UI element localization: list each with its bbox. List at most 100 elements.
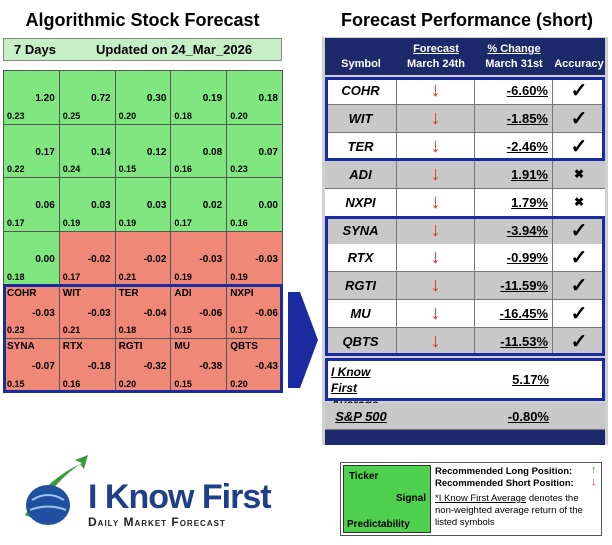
- row-accuracy: ✖: [573, 167, 585, 182]
- frame-1: [325, 77, 605, 161]
- row-change: 1.91%: [475, 160, 553, 188]
- grid-cell: 0.02 0.17: [170, 177, 228, 232]
- cell-signal: -0.32: [143, 361, 167, 373]
- cell-signal: -0.02: [143, 254, 167, 265]
- row-symbol: MU: [325, 300, 397, 328]
- average-change: 5.17%: [512, 372, 549, 387]
- logo-tagline: Daily Market Forecast: [88, 515, 226, 529]
- average-row: I Know First Average 5.17%: [325, 358, 605, 411]
- grid-cell: 0.12 0.15: [114, 123, 172, 179]
- logo-brand: I Know First: [88, 478, 272, 516]
- cell-predictability: 0.15: [174, 378, 192, 389]
- cell-signal: -0.07: [32, 361, 55, 373]
- grid-cell: NXPI -0.06 0.17: [226, 284, 283, 340]
- cell-predictability: 0.17: [7, 217, 25, 228]
- row-forecast-arrow: ↓: [397, 328, 475, 356]
- h-symbol: Symbol: [341, 58, 381, 70]
- row-symbol: TER: [325, 132, 397, 160]
- cell-predictability: 0.19: [62, 217, 81, 228]
- cell-signal: -0.06: [255, 307, 278, 319]
- cell-signal: 0.03: [146, 200, 167, 212]
- frame-3: [325, 358, 605, 401]
- cell-predictability: 0.21: [62, 325, 81, 336]
- row-symbol: ADI: [325, 160, 397, 188]
- legend-long: Recommended Long Position:: [435, 466, 573, 477]
- row-change: -2.46%: [475, 132, 553, 160]
- grid-cell: 0.19 0.18: [170, 70, 228, 125]
- cell-ticker: SYNA: [7, 341, 35, 353]
- table-row: ADI ↓ 1.91% ✖: [325, 160, 605, 189]
- row-forecast-arrow: ↓: [397, 188, 475, 216]
- cell-signal: 0.06: [35, 200, 55, 212]
- cell-signal: 0.07: [258, 146, 278, 158]
- cell-predictability: 0.19: [230, 271, 248, 282]
- row-change: -3.94%: [475, 216, 553, 244]
- updated: Updated on 24_Mar_2026: [96, 42, 253, 57]
- grid-cell: MU -0.38 0.15: [170, 338, 228, 393]
- cell-signal: 1.20: [35, 93, 55, 104]
- table-row: MU ↓ -16.45% ✓: [325, 300, 605, 329]
- grid-cell: 0.00 0.18: [3, 231, 60, 286]
- forecast-grid: 1.20 0.23 0.72 0.25 0.30 0.20 0.19 0.18 0.18 0.20…: [3, 70, 283, 393]
- cell-ticker: RGTI: [118, 341, 143, 353]
- legend-note-text: denotes the non-weighted average return …: [435, 493, 583, 528]
- left-header: 7 Days Updated on 24_Mar_2026: [3, 38, 282, 61]
- table-row: SYNA ↓ -3.94% ✓: [325, 216, 605, 245]
- row-symbol: QBTS: [325, 328, 397, 356]
- row-accuracy: ✓: [570, 219, 588, 242]
- cell-ticker: TER: [118, 287, 139, 299]
- grid-cell: 0.08 0.16: [170, 123, 228, 179]
- cell-signal: 0.08: [202, 146, 223, 158]
- cell-predictability: 0.19: [174, 271, 192, 282]
- left-title: Algorithmic Stock Forecast: [25, 10, 260, 30]
- grid-cell: 0.18 0.20: [226, 70, 283, 125]
- grid-cell: 0.00 0.16: [226, 177, 283, 232]
- cell-predictability: 0.20: [118, 378, 137, 389]
- h-accuracy: Accuracy: [554, 58, 604, 70]
- grid-cell: 0.03 0.19: [58, 177, 116, 232]
- grid-cell: 0.06 0.17: [3, 177, 60, 232]
- legend-short-arrow: ↓: [591, 476, 597, 488]
- cell-signal: -0.03: [32, 307, 55, 319]
- h-change: % Change: [487, 43, 541, 55]
- row-change: -11.59%: [475, 272, 553, 300]
- cell-signal: 0.00: [35, 254, 55, 265]
- row-accuracy: ✓: [570, 331, 588, 354]
- cell-signal: -0.04: [143, 307, 167, 319]
- grid-cell: 0.07 0.23: [226, 123, 283, 179]
- grid-cell: QBTS -0.43 0.20: [226, 338, 283, 393]
- table-row: TER ↓ -2.46% ✓: [325, 132, 605, 161]
- logo-globe: [26, 485, 70, 525]
- period: 7 Days: [14, 42, 56, 57]
- cell-signal: 0.18: [258, 93, 278, 104]
- cell-ticker: WIT: [62, 287, 82, 299]
- h-change-date: March 31st: [485, 58, 543, 70]
- legend-sample: Ticker Signal Predictability: [343, 465, 431, 533]
- grid-cell: 1.20 0.23: [3, 70, 60, 125]
- cell-signal: 0.02: [202, 200, 223, 212]
- row-forecast-arrow: ↓: [397, 77, 475, 104]
- row-accuracy: ✓: [570, 303, 588, 326]
- row-change: -0.99%: [475, 244, 553, 272]
- cell-predictability: 0.19: [118, 217, 137, 228]
- table-row: NXPI ↓ 1.79% ✖: [325, 188, 605, 217]
- benchmark-row: S&P 500 -0.80%: [325, 403, 605, 430]
- benchmark-change: -0.80%: [507, 409, 549, 424]
- table-row: RTX ↓ -0.99% ✓: [325, 244, 605, 273]
- logo-lines: [29, 494, 67, 511]
- cell-signal: 0.00: [258, 200, 278, 212]
- cell-predictability: 0.21: [118, 271, 137, 282]
- arrow: [288, 292, 318, 388]
- selection-frame: [3, 284, 283, 393]
- cell-signal: 0.03: [91, 200, 111, 212]
- cell-signal: -0.38: [199, 361, 223, 373]
- cell-signal: 0.19: [202, 93, 223, 104]
- footer-bar: [325, 430, 605, 445]
- row-forecast-arrow: ↓: [397, 244, 475, 272]
- cell-predictability: 0.15: [174, 325, 192, 336]
- row-symbol: WIT: [325, 104, 397, 132]
- cell-ticker: COHR: [7, 287, 37, 299]
- cell-signal: 0.30: [146, 93, 167, 104]
- row-forecast-arrow: ↓: [397, 300, 475, 328]
- cell-signal: 0.12: [146, 146, 167, 158]
